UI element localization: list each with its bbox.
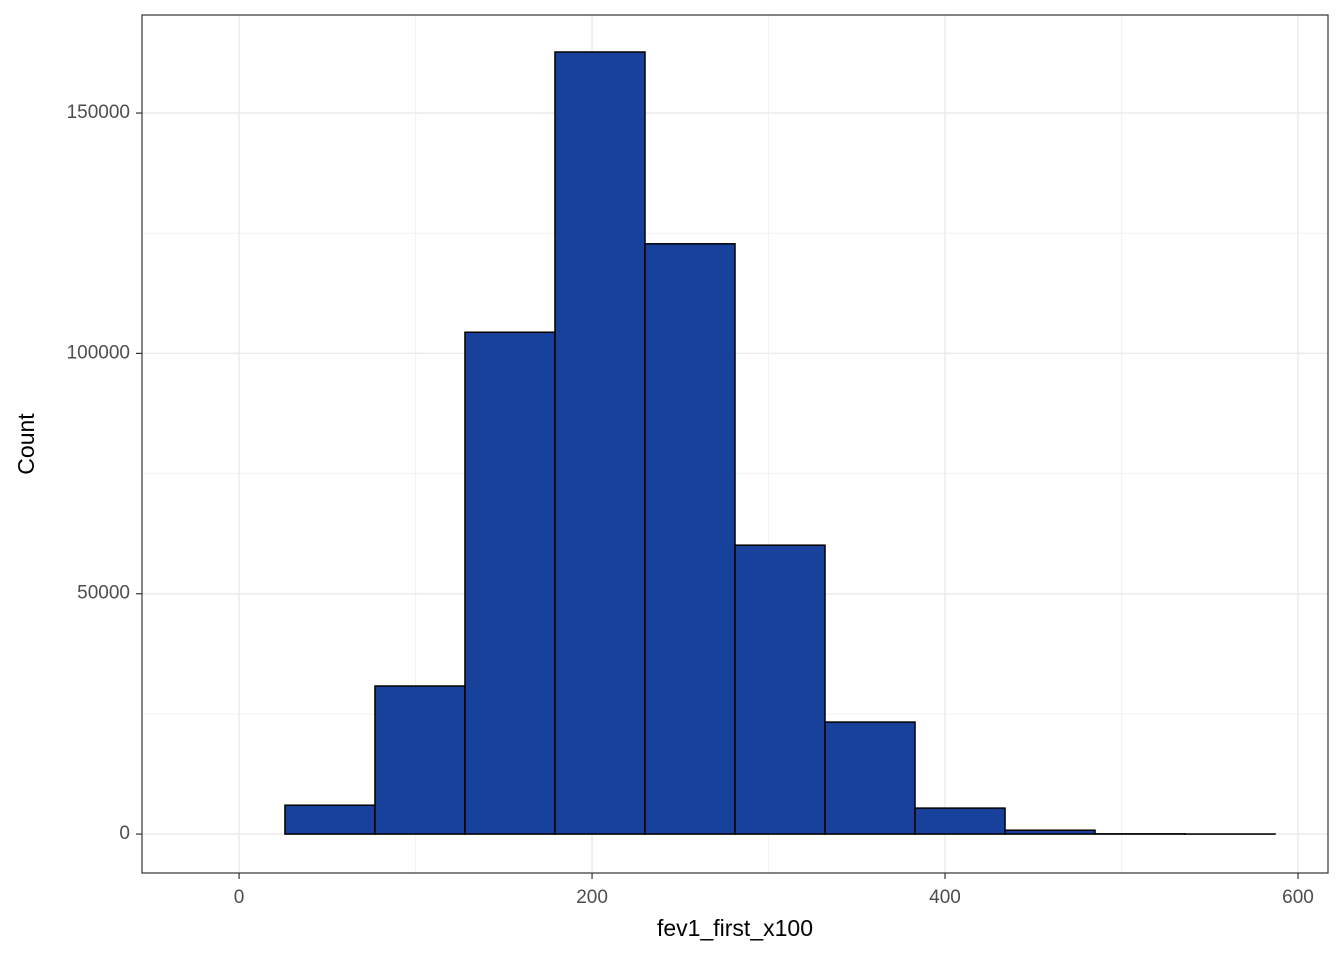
bar — [554, 51, 646, 835]
x-tick-label: 600 — [1282, 887, 1314, 908]
x-tick-label: 400 — [929, 887, 961, 908]
y-tick-label: 150000 — [67, 102, 130, 123]
bar — [1004, 829, 1096, 835]
bar — [464, 331, 556, 835]
bar — [914, 807, 1006, 835]
x-tick-label: 200 — [576, 887, 608, 908]
y-tick-label: 100000 — [67, 342, 130, 363]
bar — [734, 544, 826, 835]
y-tick-label: 50000 — [77, 583, 130, 604]
x-tick-label: 0 — [234, 887, 245, 908]
x-axis-title: fev1_first_x100 — [657, 915, 813, 941]
bar — [824, 721, 916, 835]
bar — [284, 804, 376, 835]
bar — [374, 685, 466, 835]
y-tick-label: 0 — [119, 823, 130, 844]
plot-border — [141, 14, 1329, 874]
y-axis-title: Count — [13, 413, 39, 475]
bar — [644, 243, 736, 835]
